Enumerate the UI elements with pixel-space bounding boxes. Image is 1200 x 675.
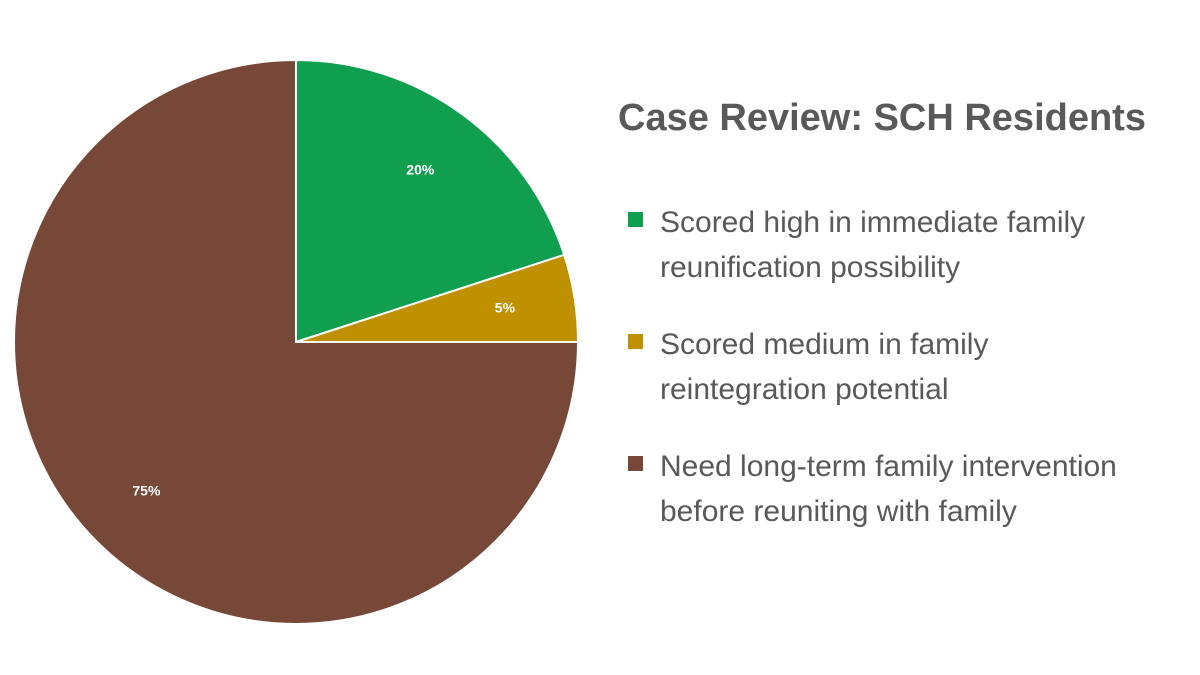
legend-label-medium: Scored medium in family reintegration po…	[660, 328, 989, 406]
pie-slices	[13, 58, 580, 625]
legend-swatch-long-term	[628, 456, 643, 471]
pie-data-labels: 20% 5% 75%	[132, 162, 515, 499]
chart-title: Case Review: SCH Residents	[618, 97, 1146, 139]
data-label-medium: 5%	[495, 300, 516, 316]
legend-item-high: Scored high in immediate family reunific…	[628, 200, 1198, 290]
pie-slice-high	[295, 58, 566, 344]
data-label-long-term: 75%	[132, 482, 161, 498]
legend-label-high: Scored high in immediate family reunific…	[660, 206, 1086, 284]
chart-legend: Scored high in immediate family reunific…	[628, 200, 1198, 566]
legend-item-medium: Scored medium in family reintegration po…	[628, 322, 1198, 412]
legend-label-long-term: Need long-term family intervention befor…	[660, 450, 1117, 528]
pie-chart: 20% 5% 75%	[13, 58, 580, 625]
legend-swatch-medium	[628, 334, 643, 349]
pie-slice-long-term	[13, 58, 580, 625]
legend-item-long-term: Need long-term family intervention befor…	[628, 444, 1198, 534]
data-label-high: 20%	[406, 162, 435, 178]
legend-swatch-high	[628, 212, 643, 227]
